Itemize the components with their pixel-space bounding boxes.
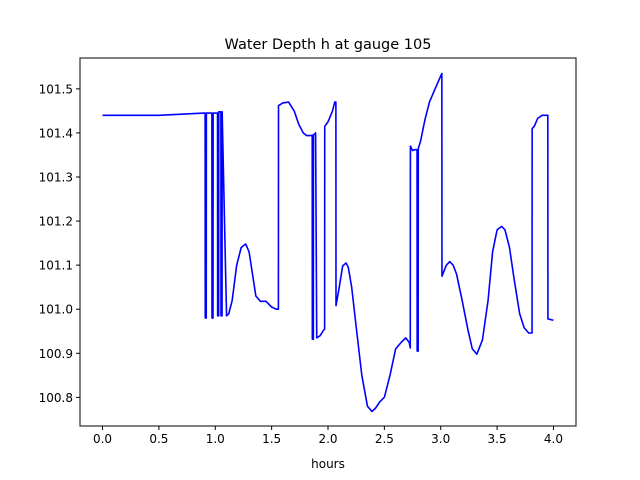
y-tick-label: 101.0 <box>39 303 73 317</box>
x-tick-label: 2.0 <box>318 432 337 446</box>
x-tick-label: 3.0 <box>431 432 450 446</box>
y-tick-label: 101.3 <box>39 170 73 184</box>
series-line-water-depth <box>102 72 554 413</box>
y-tick-label: 100.8 <box>39 391 73 405</box>
x-axis: 0.0 0.5 1.0 1.5 2.0 2.5 3.0 3.5 4.0 <box>93 426 563 446</box>
x-tick-label: 1.0 <box>206 432 225 446</box>
chart-title: Water Depth h at gauge 105 <box>225 37 432 53</box>
x-tick-label: 2.5 <box>375 432 394 446</box>
x-tick-label: 0.0 <box>93 432 112 446</box>
y-tick-label: 101.4 <box>39 126 73 140</box>
x-axis-label: hours <box>311 457 345 471</box>
x-tick-label: 0.5 <box>149 432 168 446</box>
y-tick-label: 101.1 <box>39 259 73 273</box>
y-tick-label: 101.2 <box>39 215 73 229</box>
plot-area <box>102 72 554 413</box>
x-tick-label: 3.5 <box>488 432 507 446</box>
x-tick-label: 4.0 <box>544 432 563 446</box>
y-tick-label: 100.9 <box>39 347 73 361</box>
y-tick-label: 101.5 <box>39 82 73 96</box>
y-axis: 100.8 100.9 101.0 101.1 101.2 101.3 101.4 101.5 <box>39 82 80 405</box>
x-tick-label: 1.5 <box>262 432 281 446</box>
